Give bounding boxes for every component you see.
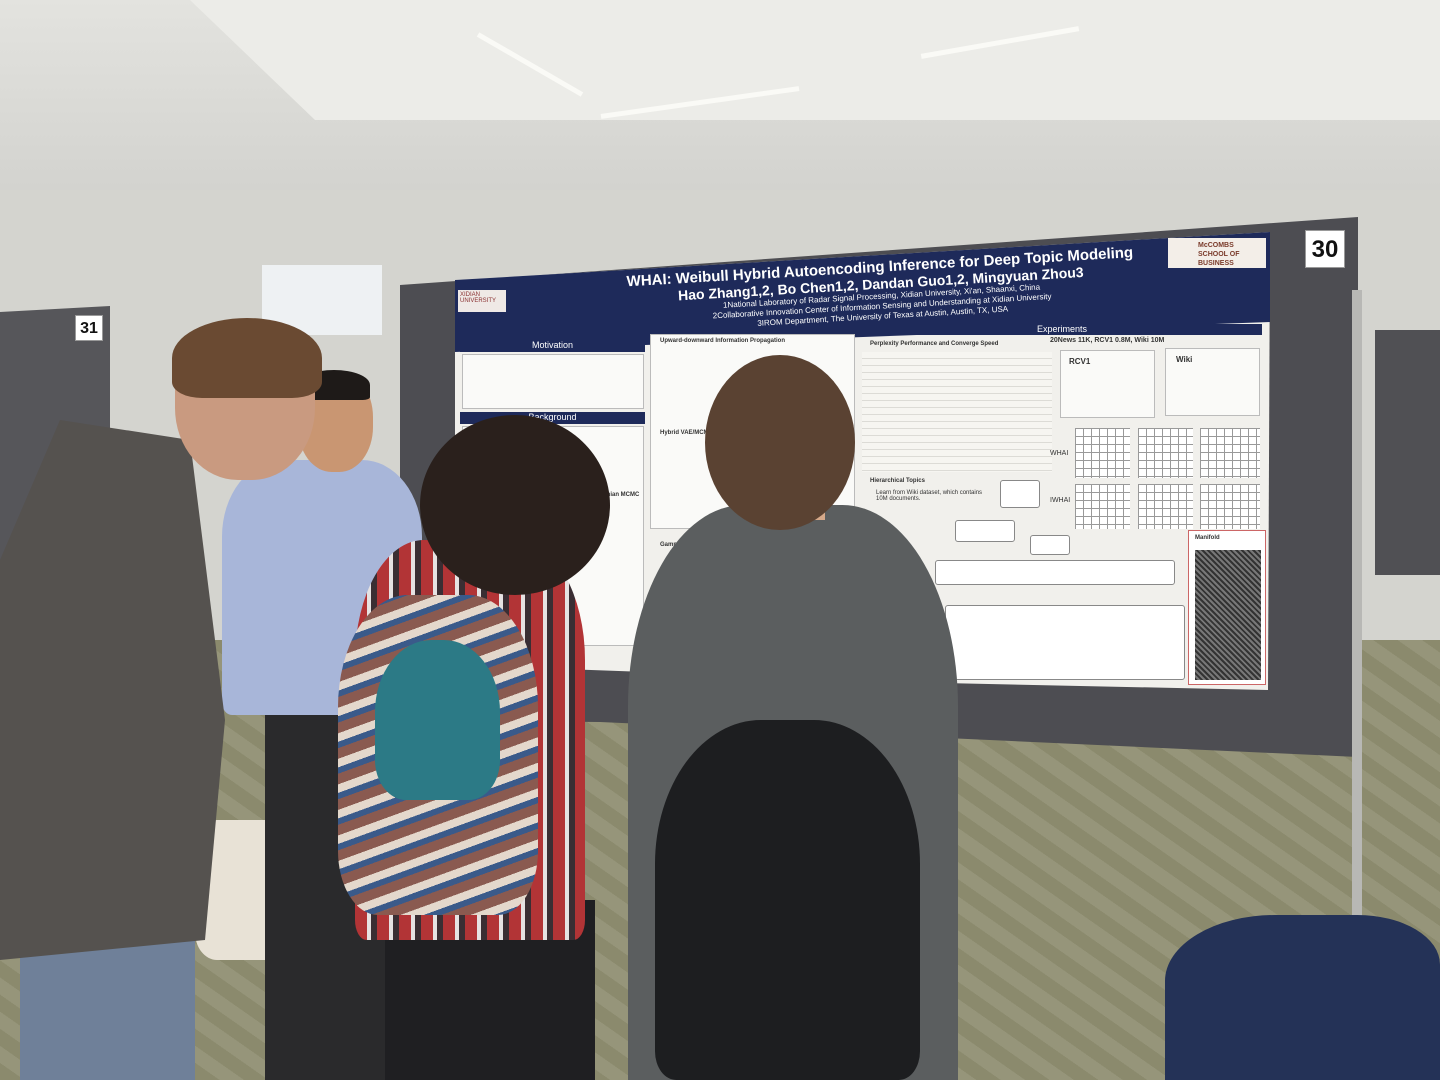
topic-grid (1138, 484, 1193, 529)
rcv1-chart: RCV1 (1060, 350, 1155, 418)
manifold-image (1195, 550, 1261, 680)
datasets-label: 20News 11K, RCV1 0.8M, Wiki 10M (1050, 337, 1165, 344)
mccombs-logo: McCOMBS SCHOOL OF BUSINESS (1168, 238, 1266, 268)
hair-head (705, 355, 855, 530)
hybrid-heading: Hybrid VAE/MCMC (660, 430, 713, 436)
iwhai-label: IWHAI (1050, 497, 1071, 504)
topic-grid (1075, 428, 1130, 478)
topic-grid (1075, 484, 1130, 529)
topic-node (955, 520, 1015, 542)
visitor-blazer (0, 420, 225, 960)
curly-hair (420, 415, 610, 595)
ceiling-recess (190, 0, 1440, 120)
topic-grid (1138, 428, 1193, 478)
navy-jacket-on-floor (1165, 915, 1440, 1080)
section-motivation: Motivation (460, 340, 645, 352)
upward-downward-heading: Upward-downward Information Propagation (660, 338, 785, 344)
perplexity-table (862, 352, 1052, 472)
xidian-logo: XIDIAN UNIVERSITY (458, 290, 506, 312)
wiki-chart: Wiki (1165, 348, 1260, 416)
topic-node (1030, 535, 1070, 555)
hierarchical-description: Learn from Wiki dataset, which contains … (876, 490, 983, 502)
poster-board-right (1375, 330, 1440, 575)
riemannian-heading: Riemannian MCMC (585, 492, 640, 498)
booth-number-30: 30 (1305, 230, 1345, 268)
topic-node (1000, 480, 1040, 508)
gamma-heading: Gamma (660, 542, 683, 548)
hierarchical-heading: Hierarchical Topics (870, 478, 925, 484)
backpack-pocket (375, 640, 500, 800)
manifold-label: Manifold (1195, 535, 1220, 541)
perplexity-heading: Perplexity Performance and Converge Spee… (870, 341, 999, 347)
topic-grid (1200, 484, 1260, 529)
section-experiments: Experiments (862, 324, 1262, 335)
topic-node-row (935, 560, 1175, 585)
topic-grid (1200, 428, 1260, 478)
motivation-box (462, 354, 644, 409)
black-backpack (655, 720, 920, 1080)
topic-node-row (945, 605, 1185, 680)
board-pole (1352, 290, 1362, 930)
wiki-label: Wiki (1176, 355, 1193, 364)
rcv1-label: RCV1 (1069, 357, 1091, 366)
booth-number-31: 31 (75, 315, 103, 341)
visitor-hair (172, 318, 322, 398)
whai-label: WHAI (1050, 450, 1069, 457)
